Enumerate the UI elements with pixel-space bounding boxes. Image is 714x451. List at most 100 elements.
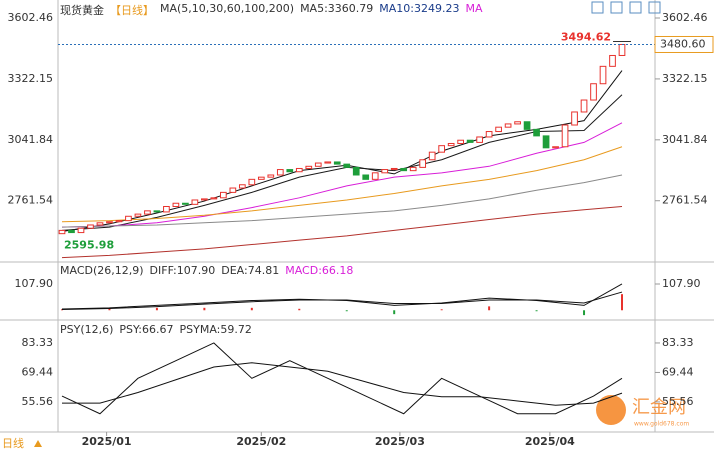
candle-body [276, 169, 284, 176]
ma10-label: MA10:3249.23 [379, 2, 460, 15]
psyma-label: PSYMA:59.72 [179, 323, 252, 336]
line-series [61, 122, 623, 228]
macd-label: MACD:66.18 [285, 264, 354, 277]
dea-label: DEA:74.81 [221, 264, 280, 277]
ma5-label: MA5:3360.79 [300, 2, 374, 15]
line-series [61, 291, 623, 311]
candle-body [362, 174, 370, 180]
frame [0, 0, 714, 433]
y-tick-label-left: 55.56 [22, 395, 54, 408]
candle-body [96, 222, 104, 226]
candle-body [220, 191, 227, 199]
candle-body [580, 99, 588, 113]
line-series [61, 146, 623, 223]
line-series [61, 70, 623, 232]
watermark-url: www.gold678.com [634, 421, 689, 428]
price-header: 现货黄金 【日线】 MA(5,10,30,60,100,200) MA5:336… [60, 2, 483, 18]
candle-body [599, 65, 607, 85]
x-tick-label: 2025/04 [525, 435, 575, 448]
title: 现货黄金 [60, 4, 104, 17]
candle-body [466, 139, 474, 143]
candle-body [144, 210, 151, 215]
candle-body [495, 126, 502, 133]
candle-body [238, 184, 246, 189]
candle-body [457, 139, 464, 144]
y-tick-label-right: 3041.84 [662, 133, 708, 146]
macd-header: MACD(26,12,9) DIFF:107.90 DEA:74.81 MACD… [60, 264, 353, 277]
candle-body [305, 165, 313, 169]
toolbar[interactable] [591, 1, 661, 14]
candle-body [352, 166, 360, 176]
macd-title: MACD(26,12,9) [60, 264, 144, 277]
line-series [61, 94, 623, 231]
last-price-tag [654, 35, 714, 53]
candle-body [409, 166, 417, 172]
candle-body [229, 187, 237, 193]
candle-body [476, 136, 483, 143]
y-tick-label-left: 107.90 [15, 277, 54, 290]
high-label: 3494.62 [561, 30, 611, 43]
candle-body [248, 178, 256, 186]
psy-header: PSY(12,6) PSY:66.67 PSYMA:59.72 [60, 323, 252, 336]
candle-body [324, 161, 332, 164]
diff-label: DIFF:107.90 [149, 264, 216, 277]
candle-body [561, 124, 569, 148]
y-tick-label-left: 3322.15 [8, 72, 54, 85]
candle-body [163, 206, 170, 213]
candle-body [106, 221, 113, 224]
candle-body [447, 142, 455, 147]
y-tick-label-left: 69.44 [22, 365, 54, 378]
candle-body [504, 123, 512, 128]
candle-body [390, 167, 398, 171]
candle-body [191, 199, 199, 205]
x-tick-label: 2025/03 [375, 435, 425, 448]
candle-body [153, 210, 161, 213]
candle-body [182, 202, 189, 205]
candle-body [201, 198, 208, 201]
candle-body [533, 128, 540, 137]
ma-more: MA [465, 2, 483, 15]
y-tick-label-left: 3602.46 [8, 11, 54, 24]
candle-body [514, 121, 521, 125]
candle-body [485, 131, 493, 138]
y-tick-label-right: 3322.15 [662, 72, 708, 85]
x-tick-label: 2025/01 [82, 435, 132, 448]
candle-body [77, 227, 85, 234]
y-tick-label-right: 2761.54 [662, 194, 708, 207]
candle-body [428, 151, 436, 161]
candle-body [257, 176, 265, 180]
period-arrow[interactable] [34, 440, 42, 447]
y-tick-label-left: 3041.84 [8, 133, 54, 146]
psy-title: PSY(12,6) [60, 323, 114, 336]
line-series [61, 206, 623, 259]
watermark-name: 汇金网 [632, 397, 686, 418]
period[interactable]: 【日线】 [110, 4, 154, 17]
candle-body [371, 172, 379, 180]
candle-body [125, 215, 132, 222]
y-tick-label-right: 55.56 [662, 395, 694, 408]
candle-body [333, 161, 341, 165]
ma-label: MA(5,10,30,60,100,200) [160, 2, 295, 15]
candle-body [552, 146, 559, 149]
footer-period[interactable]: 日线 [2, 436, 24, 450]
candle-body [115, 220, 123, 223]
candle-body [134, 213, 142, 217]
last-price-label: 3480.60 [660, 37, 706, 50]
y-tick-label-right: 69.44 [662, 365, 694, 378]
candle-body [618, 43, 626, 56]
candle-body [68, 229, 75, 234]
candle-body [295, 167, 303, 173]
line-series [61, 342, 623, 415]
candle-body [314, 162, 322, 167]
line-series [62, 362, 623, 406]
watermark-logo [596, 395, 626, 425]
y-tick-label-right: 3602.46 [662, 11, 708, 24]
candle-body [172, 202, 180, 208]
x-tick-label: 2025/02 [236, 435, 286, 448]
candle-body [438, 145, 446, 153]
candle-body [400, 167, 408, 172]
candle-body [267, 174, 275, 178]
psy-label: PSY:66.67 [119, 323, 174, 336]
candle-body [58, 229, 66, 235]
